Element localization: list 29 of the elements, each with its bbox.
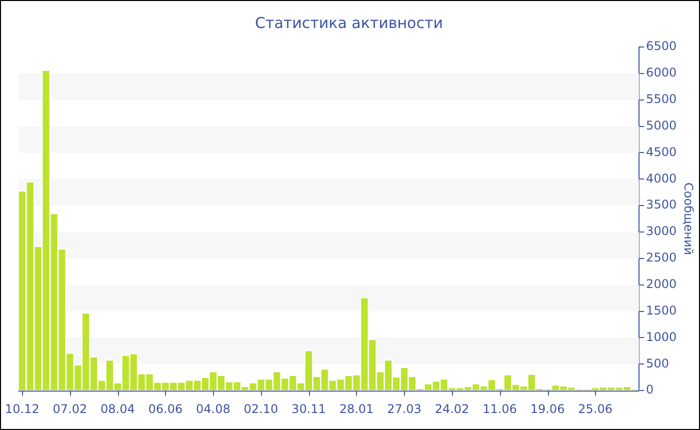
y-tick-label: 6500: [646, 39, 677, 54]
x-tick-label: 30.11: [292, 402, 326, 416]
y-tick-label: 0: [646, 382, 654, 397]
x-tick-label: 07.02: [52, 402, 88, 416]
y-tick-label: 4500: [646, 144, 677, 159]
y-tick-label: 500: [646, 356, 669, 370]
y-tick-label: 5500: [646, 92, 677, 106]
y-tick-label: 1500: [646, 303, 677, 318]
y-tick-label: 5000: [646, 118, 677, 132]
x-tick-label: 28.01: [339, 402, 374, 416]
x-tick-label: 08.04: [100, 402, 135, 416]
x-tick-label: 10.12: [4, 402, 40, 416]
chart-title: Статистика активности: [255, 14, 443, 32]
x-tick-label: 19.06: [530, 402, 565, 416]
y-tick-label: 4000: [646, 171, 677, 186]
y-tick-label: 6000: [646, 66, 677, 80]
y-tick-label: 1000: [646, 330, 677, 344]
x-tick-label: 27.03: [387, 402, 422, 416]
x-tick-label: 25.06: [578, 402, 612, 416]
y-tick-label: 3500: [646, 198, 677, 212]
y-tick-label: 2500: [646, 250, 677, 265]
x-tick-label: 02.10: [244, 402, 278, 416]
x-tick-label: 06.06: [148, 402, 183, 416]
y-axis-title: Сообщений: [682, 182, 696, 256]
x-tick-label: 11.06: [482, 402, 517, 416]
y-tick-label: 3000: [646, 224, 677, 238]
x-tick-label: 24.02: [434, 402, 470, 416]
y-tick-label: 2000: [646, 277, 677, 291]
x-tick-label: 04.08: [196, 402, 230, 416]
